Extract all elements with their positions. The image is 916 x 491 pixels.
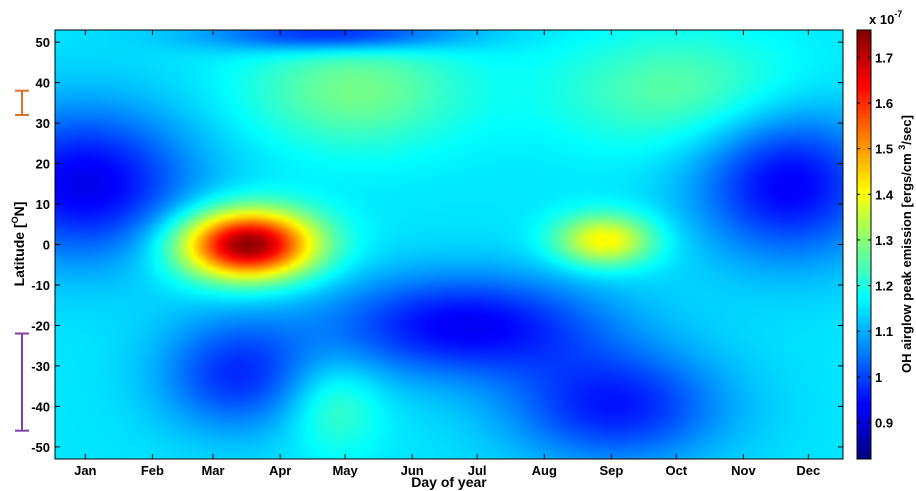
y-axis: 50 40 30 20 10 0 -10 -20 -30 -40 -50 [31,35,843,455]
y-tick-label: 0 [43,238,50,253]
colorbar-multiplier-base: x 10 [869,12,894,27]
x-tick-label: Aug [532,463,557,478]
x-tick-label: May [332,463,358,478]
colorbar-tick-label: 1.4 [875,187,894,202]
colorbar-tick-label: 1.5 [875,142,893,157]
y-tick-label: -10 [31,278,50,293]
x-tick-label: Feb [141,463,164,478]
colorbar-multiplier: x 10-7 [869,9,902,27]
x-tick-label: Jun [401,463,424,478]
y-tick-label: -30 [31,359,50,374]
colorbar-tick-label: 1.3 [875,233,893,248]
colorbar-tick-label: 0.9 [875,415,893,430]
x-tick-label: Oct [665,463,687,478]
colorbar-tick-label: 1.1 [875,324,893,339]
colorbar-label: OH airglow peak emission [ergs/cm 3/sec] [897,115,914,373]
x-tick-label: Nov [731,463,756,478]
y-axis-label-main: Latitude [ [11,223,27,286]
colorbar-image [857,30,871,459]
colorbar-label-end: /sec] [899,115,914,145]
y-tick-label: -20 [31,318,50,333]
colorbar-tick-label: 1.7 [875,50,893,65]
colorbar-tick-label: 1.6 [875,96,893,111]
colorbar: 0.9 1 1.1 1.2 1.3 1.4 1.5 1.6 1.7 x 10-7 OH airg… [856,9,914,460]
colorbar-label-sup: 3 [897,145,907,150]
x-tick-label: Apr [269,463,291,478]
colorbar-frame [856,29,872,460]
x-tick-label: Sep [599,463,623,478]
y-tick-label: 10 [36,197,50,212]
y-tick-label: 20 [36,157,50,172]
y-tick-label: 50 [36,35,50,50]
x-tick-label: Mar [201,463,224,478]
x-axis-label: Day of year [411,474,487,490]
colorbar-ticks: 0.9 1 1.1 1.2 1.3 1.4 1.5 1.6 1.7 [857,50,894,430]
x-tick-label: Jul [468,463,487,478]
colorbar-multiplier-exp: -7 [894,9,902,19]
y-tick-label: -50 [31,440,50,455]
y-tick-label: -40 [31,399,50,414]
x-tick-label: Dec [796,463,820,478]
colorbar-label-main: OH airglow peak emission [ergs/cm [899,150,914,373]
y-tick-label: 30 [36,116,50,131]
plot-area [54,29,844,460]
heatmap-image [55,30,843,459]
colorbar-tick-label: 1.2 [875,279,893,294]
y-axis-label-end: N] [11,202,27,217]
colorbar-tick-label: 1 [875,370,882,385]
y-axis-label-sup: O [10,216,20,223]
x-axis: Jan Feb Mar Apr May Jun Jul Aug Sep Oct Nov Dec [74,30,820,478]
x-tick-label: Jan [74,463,96,478]
y-tick-label: 40 [36,76,50,91]
y-axis-label: Latitude [ON] [10,202,27,287]
latitude-range-markers [15,89,29,432]
